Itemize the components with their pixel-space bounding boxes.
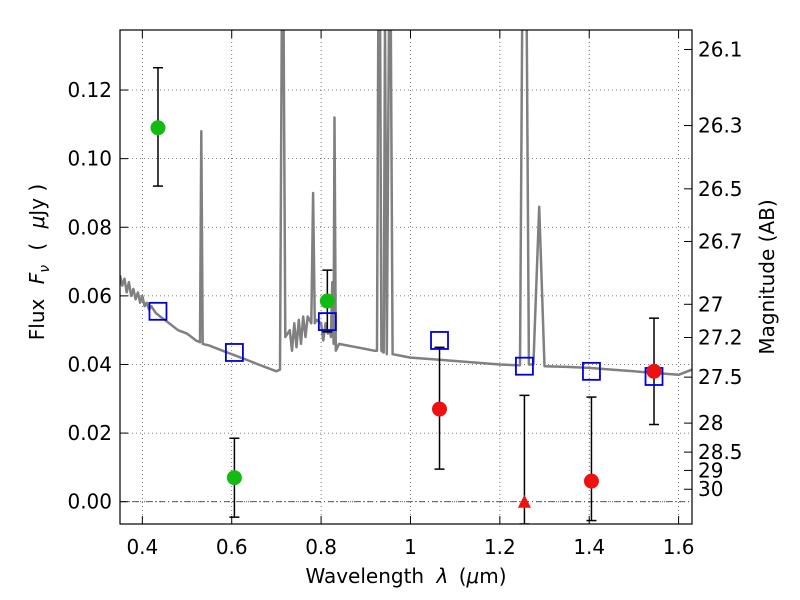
x-tick-label: 0.6	[216, 535, 248, 559]
y-tick-label: 0.02	[67, 421, 112, 445]
magnitude-tick-label: 26.5	[698, 177, 743, 201]
x-tick-label: 1	[404, 535, 417, 559]
spectrum-layer	[120, 30, 692, 377]
magnitude-tick-label: 28.5	[698, 440, 743, 464]
magnitude-tick-label: 26.7	[698, 229, 743, 253]
y-axis-ticks: 0.00 0.02 0.04 0.06 0.08 0.10 0.12	[67, 78, 128, 514]
magnitude-axis-label: Magnitude (AB)	[755, 199, 779, 354]
y-axis-label-unit-open: (	[25, 243, 49, 251]
grid	[120, 30, 692, 524]
upper-limit-triangle	[517, 494, 531, 508]
model-band-flux-square	[224, 343, 244, 362]
model-band-flux-square	[430, 331, 449, 350]
y-tick-label: 0.06	[67, 284, 112, 308]
x-axis-label-unit-rest: m)	[479, 564, 506, 588]
marker-layer	[148, 120, 664, 508]
x-tick-label: 1.4	[573, 535, 605, 559]
x-axis-label-symbol: λ	[435, 564, 448, 588]
model-band-flux-square	[317, 312, 337, 331]
magnitude-tick-label: 29	[698, 458, 723, 482]
x-axis-ticks: 0.4 0.6 0.8 1 1.2 1.4 1.6	[126, 30, 695, 559]
y-axis-label-text: Flux	[25, 298, 49, 340]
magnitude-tick-label: 28	[698, 411, 723, 435]
magnitude-tick-label: 27.5	[698, 365, 743, 389]
y-axis-label-subscript: ν	[37, 265, 53, 273]
photometry-point	[226, 470, 242, 486]
y-axis-label: Flux Fν ( μJy )	[25, 184, 54, 340]
magnitude-tick-label: 30	[698, 477, 723, 501]
plot-frame	[119, 29, 693, 525]
model-band-flux-square	[148, 301, 168, 321]
photometry-point	[583, 473, 599, 489]
x-tick-label: 0.4	[126, 535, 158, 559]
y-tick-label: 0.12	[67, 78, 112, 102]
x-axis-label-unit-mu: μ	[466, 564, 480, 588]
y-axis-label-unit-mu: μ	[25, 216, 49, 230]
y-tick-label: 0.10	[67, 147, 112, 171]
magnitude-tick-label: 27.2	[698, 326, 743, 350]
x-tick-label: 1.2	[484, 535, 516, 559]
photometry-point	[432, 401, 448, 417]
model-spectrum-line	[120, 30, 692, 377]
plot-background	[120, 30, 692, 524]
y-axis-label-symbol: F	[25, 272, 49, 284]
x-axis-label-text: Wavelength	[305, 564, 424, 588]
model-band-flux-square	[582, 361, 601, 381]
x-tick-label: 1.6	[663, 535, 695, 559]
photometry-point	[150, 120, 166, 136]
magnitude-tick-label: 27	[698, 292, 723, 316]
magnitude-tick-label: 26.1	[698, 37, 743, 61]
x-axis-label: Wavelength λ (μm)	[305, 564, 506, 588]
x-axis-label-unit-open: (	[459, 564, 467, 588]
y-axis-label-unit-rest: Jy )	[25, 184, 49, 218]
x-tick-label: 0.8	[305, 535, 337, 559]
y-tick-label: 0.08	[67, 215, 112, 239]
magnitude-tick-label: 26.3	[698, 114, 743, 138]
model-band-flux-square	[515, 356, 534, 376]
photometry-point	[319, 293, 335, 309]
photometry-point	[646, 363, 662, 379]
y-tick-label: 0.04	[67, 352, 112, 376]
y-tick-label: 0.00	[67, 490, 112, 514]
